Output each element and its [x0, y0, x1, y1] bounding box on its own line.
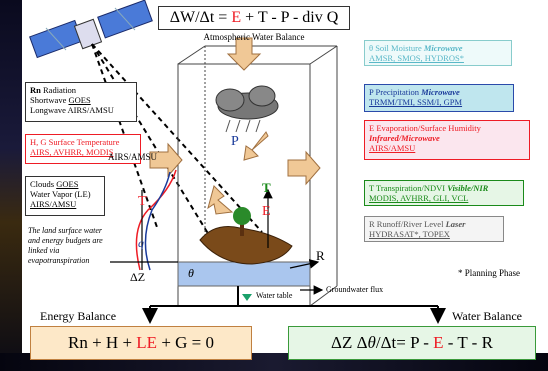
right-out-arrow: [287, 150, 321, 186]
precipitation-box: P Precipitation Microwave TRMM/TMI, SSM/…: [364, 84, 514, 112]
label-dz: ΔZ: [130, 270, 146, 284]
terrain-shape: [199, 226, 293, 265]
label-water-table: Water table: [256, 291, 293, 300]
water-balance-title: Water Balance: [452, 309, 522, 323]
water-table-marker: [242, 294, 252, 301]
label-t: T: [262, 180, 271, 195]
runoff-box: R Runoff/River Level Laser HYDRASAT*, TO…: [364, 216, 504, 242]
satellite-icon: [29, 0, 153, 59]
water-balance-equation: ΔZ Δθ/Δt= P - E - T - R: [288, 326, 536, 360]
dark-background-strip: [0, 0, 22, 371]
clouds-box: Clouds GOES Water Vapor (LE) AIRS/AMSU: [25, 176, 105, 216]
label-groundwater: Groundwater flux: [326, 285, 384, 294]
precip-arrow: [243, 131, 269, 161]
tree-icon: [233, 207, 251, 236]
label-p: P: [231, 134, 239, 149]
label-airs: AIRS/AMSU: [108, 152, 158, 162]
balance-arrows: [142, 286, 446, 324]
label-q: q: [138, 236, 144, 250]
energy-balance-title: Energy Balance: [40, 309, 117, 323]
left-in-arrow: [149, 142, 183, 178]
atmospheric-balance-equation: ΔW/Δt = E + T - P - div Q: [158, 6, 350, 30]
label-e: E: [262, 204, 271, 219]
energy-balance-equation: Rn + H + LE + G = 0: [30, 326, 252, 360]
soil-layer: [177, 261, 311, 287]
evaporation-box: E Evaporation/Surface Humidity Infrared/…: [364, 120, 530, 160]
atmospheric-balance-caption: Atmospheric Water Balance: [203, 32, 305, 42]
radiation-box: Rn Radiation Shortwave GOES Longwave AIR…: [25, 82, 137, 122]
surface-temperature-box: H, G Surface Temperature AIRS, AVHRR, MO…: [25, 134, 141, 164]
evap-arrow: [207, 185, 234, 215]
diagram-axes: [110, 188, 324, 295]
soil-moisture-box: θ Soil Moisture Microwave AMSR, SMOS, HY…: [364, 40, 512, 66]
profile-curves: [135, 169, 177, 271]
label-theta: θ: [188, 266, 194, 280]
label-t-profile: T: [138, 194, 147, 209]
top-down-arrow: [226, 37, 262, 71]
transpiration-box: T Transpiration/NDVI Visible/NIR MODIS, …: [364, 180, 524, 206]
cloud-icon: [215, 85, 279, 133]
flux-arrows: [149, 37, 321, 215]
satellite-beams: [91, 43, 263, 241]
planning-note: * Planning Phase: [458, 268, 520, 278]
linkage-note: The land surface water and energy budget…: [28, 226, 103, 265]
label-r: R: [316, 248, 325, 263]
